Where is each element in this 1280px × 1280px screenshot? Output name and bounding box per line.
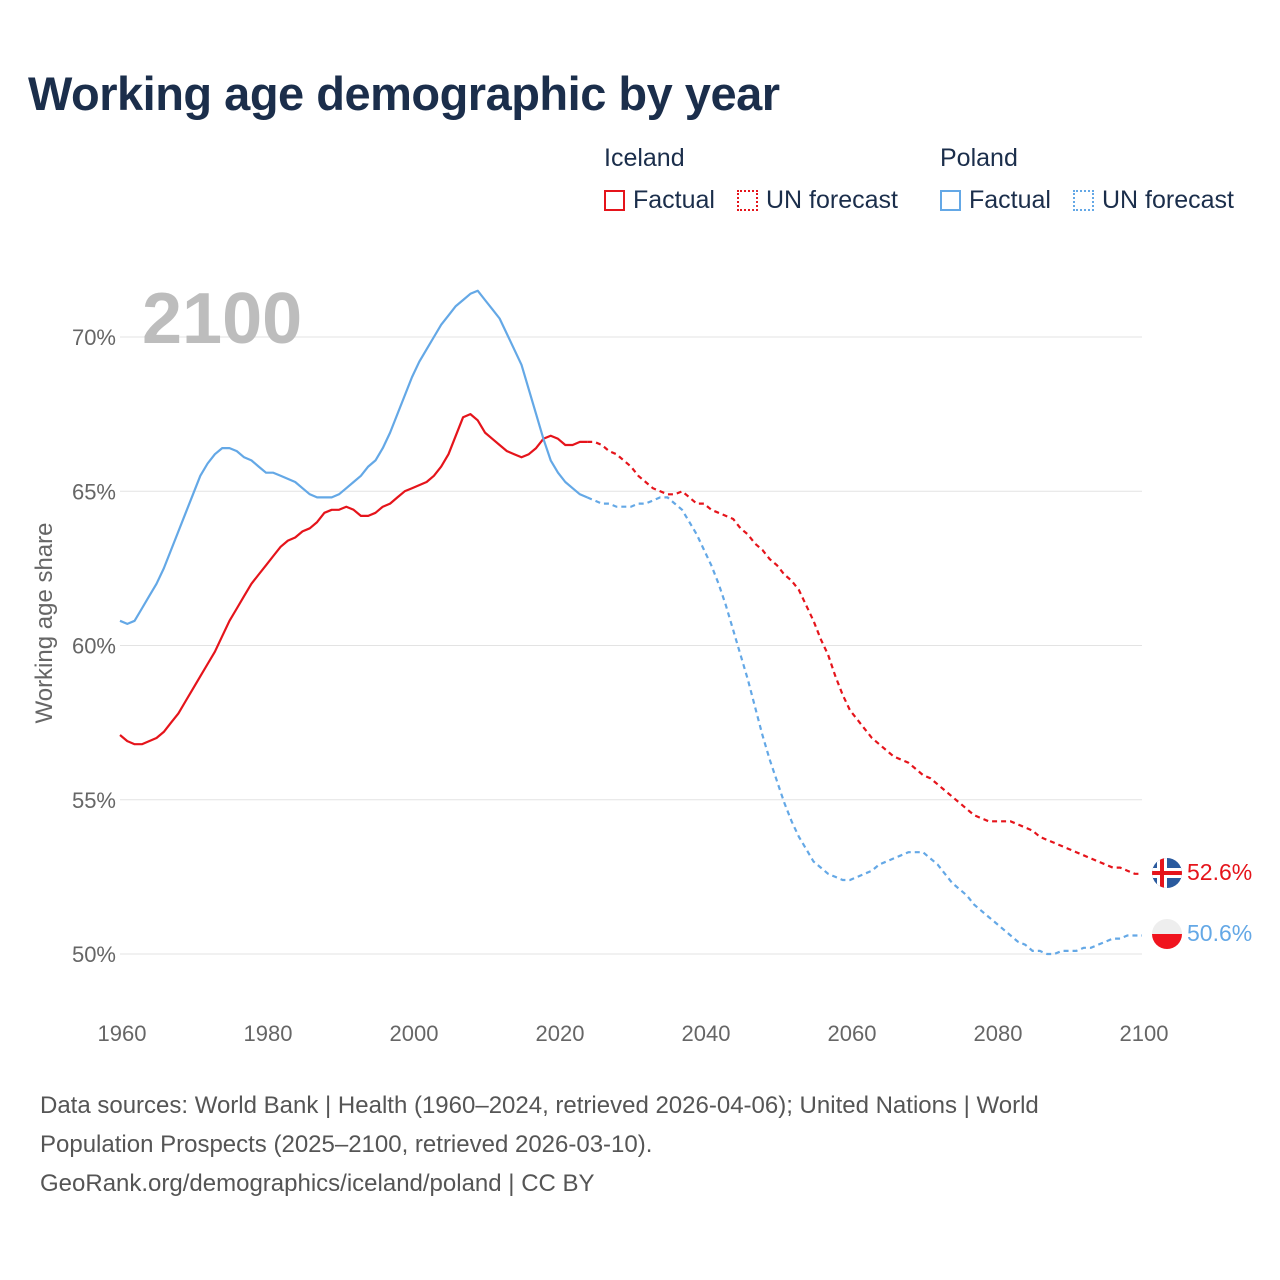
legend-swatch-solid (940, 189, 961, 211)
x-tick-label: 2100 (1120, 1021, 1169, 1046)
x-tick-label: 1960 (98, 1021, 147, 1046)
chart-title: Working age demographic by year (28, 67, 780, 120)
y-tick-label: 50% (72, 942, 116, 967)
chart-plot: 2100 Working age share 50% 55% 60% 65% 70% 19… (31, 279, 1252, 1046)
legend-poland-factual[interactable]: Factual (940, 185, 1051, 215)
y-tick-label: 65% (72, 479, 116, 504)
footer-attribution: GeoRank.org/demographics/iceland/poland … (40, 1170, 595, 1197)
poland-flag-icon (1152, 919, 1182, 949)
x-tick-label: 2020 (536, 1021, 585, 1046)
iceland-flag-icon (1152, 858, 1182, 888)
footer: Data sources: World Bank | Health (1960–… (40, 1086, 1220, 1203)
legend-swatch-dotted (737, 189, 758, 211)
legend-swatch-solid (604, 189, 625, 211)
x-tick-label: 2080 (974, 1021, 1023, 1046)
x-tick-label: 2000 (390, 1021, 439, 1046)
y-tick-label: 60% (72, 634, 116, 659)
x-tick-label: 2060 (828, 1021, 877, 1046)
footer-sources-line1: Data sources: World Bank | Health (1960–… (40, 1092, 1039, 1119)
legend-group-iceland: Iceland (604, 144, 685, 172)
poland-forecast-line (586, 496, 1142, 956)
legend-iceland-forecast[interactable]: UN forecast (737, 185, 898, 215)
legend-label: UN forecast (766, 185, 898, 214)
legend-poland-forecast[interactable]: UN forecast (1073, 185, 1234, 215)
iceland-end-label: 52.6% (1187, 859, 1252, 885)
legend-label: Factual (633, 185, 715, 214)
x-tick-label: 1980 (244, 1021, 293, 1046)
x-tick-label: 2040 (682, 1021, 731, 1046)
y-tick-label: 70% (72, 325, 116, 350)
poland-end-label: 50.6% (1187, 920, 1252, 946)
legend-iceland-factual[interactable]: Factual (604, 185, 715, 215)
legend-swatch-dotted (1073, 189, 1094, 211)
year-display: 2100 (142, 279, 302, 359)
iceland-forecast-line (587, 440, 1142, 875)
iceland-factual-line (119, 413, 588, 746)
legend-label: UN forecast (1102, 185, 1234, 214)
legend-label: Factual (969, 185, 1051, 214)
footer-sources-line2: Population Prospects (2025–2100, retriev… (40, 1131, 653, 1158)
y-tick-label: 55% (72, 788, 116, 813)
legend-group-poland: Poland (940, 144, 1018, 172)
y-axis-label: Working age share (31, 523, 58, 724)
poland-factual-line (119, 289, 588, 625)
